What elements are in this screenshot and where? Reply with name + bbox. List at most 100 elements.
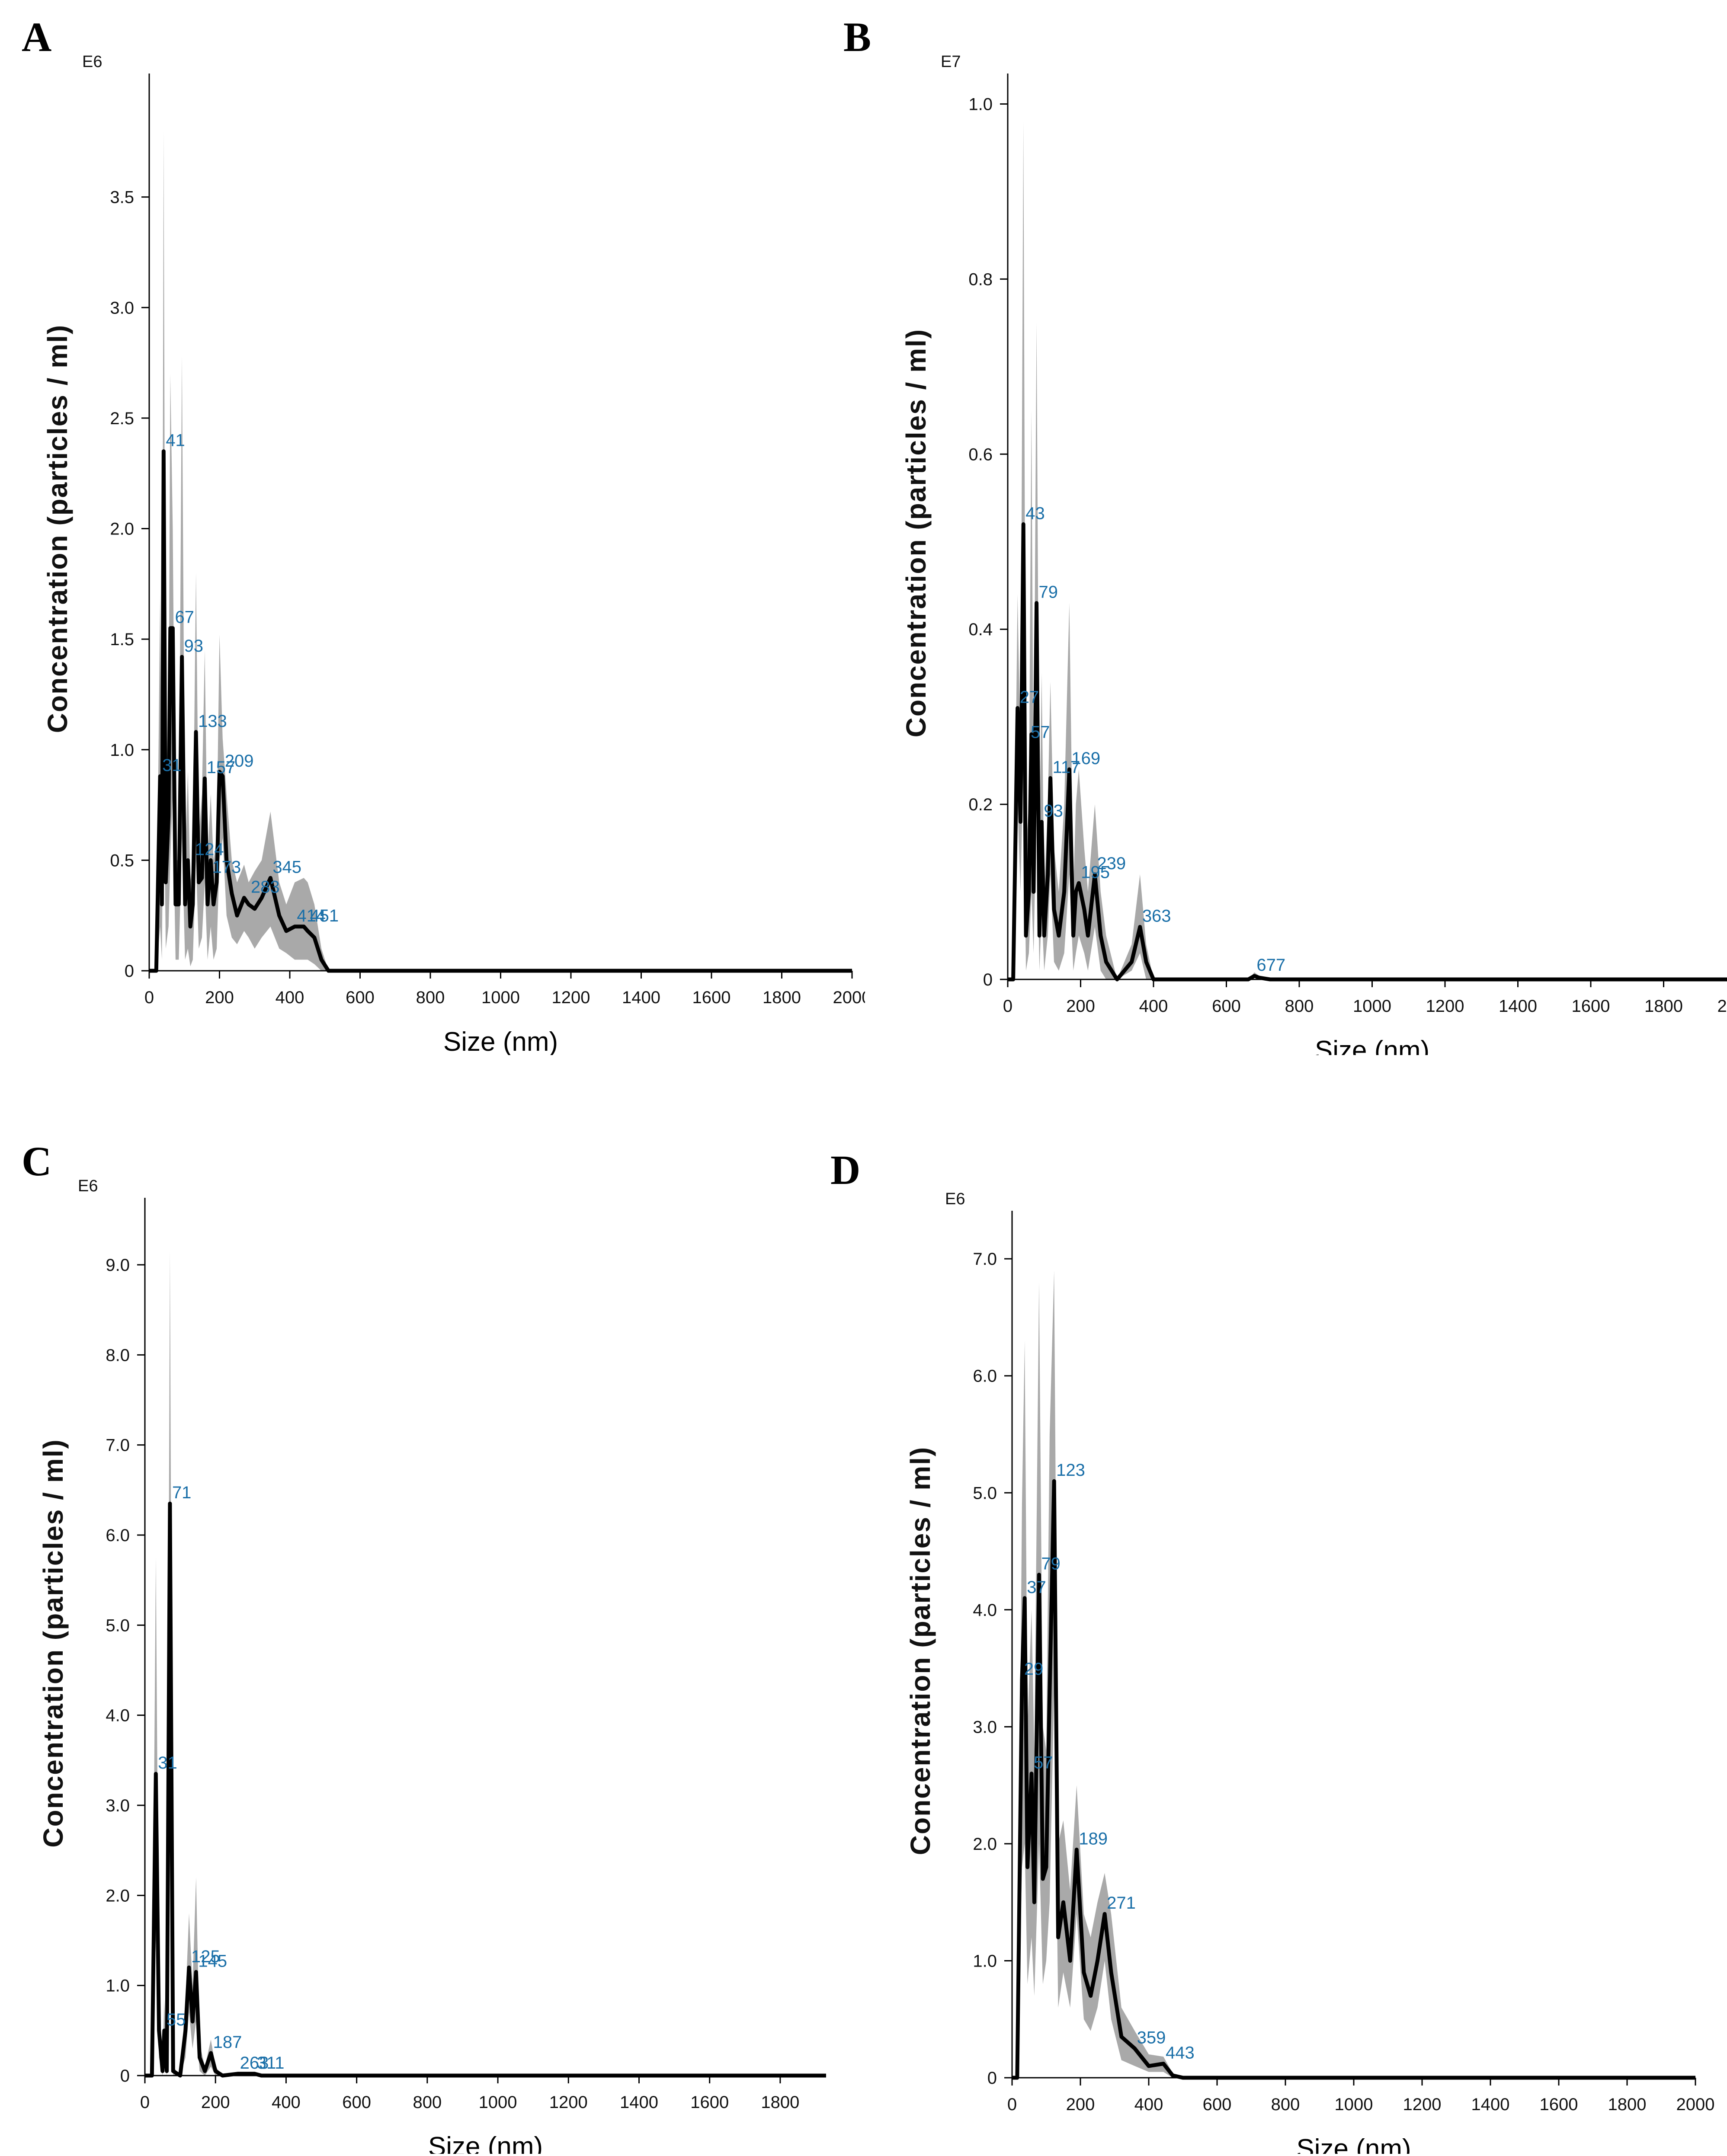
x-tick-label: 800	[413, 2093, 442, 2112]
peak-label: 451	[310, 906, 339, 925]
peak-label: 677	[1256, 956, 1285, 975]
panel-letter-a: A	[22, 14, 52, 60]
x-tick-label: 800	[416, 988, 445, 1007]
x-tick-label: 0	[140, 2093, 150, 2112]
y-axis-title: Concentration (particles / ml)	[38, 1439, 69, 1847]
x-tick-label: 1000	[1335, 2095, 1373, 2114]
y-tick-label: 0.6	[968, 445, 993, 464]
y-tick-label: 0	[120, 2066, 130, 2086]
x-tick-label: 1600	[1572, 997, 1610, 1016]
y-tick-label: 4.0	[973, 1601, 997, 1620]
x-tick-label: 0	[144, 988, 154, 1007]
x-axis-title: Size (nm)	[1315, 1036, 1429, 1055]
y-tick-label: 2.0	[973, 1835, 997, 1854]
x-axis-title: Size (nm)	[443, 1027, 558, 1055]
panel-letter-c: C	[22, 1138, 52, 1184]
peak-label: 169	[1071, 749, 1100, 768]
y-tick-label: 3.5	[110, 188, 134, 207]
mean-series-line	[1008, 522, 1727, 982]
peak-label: 31	[158, 1753, 177, 1772]
x-tick-label: 0	[1003, 997, 1012, 1016]
peak-label: 55	[167, 2010, 186, 2029]
x-tick-label: 1000	[481, 988, 520, 1007]
y-exponent-label: E7	[941, 53, 961, 71]
x-axis-title: Size (nm)	[428, 2132, 543, 2154]
peak-label: 133	[198, 712, 227, 731]
y-tick-label: 9.0	[106, 1256, 130, 1275]
peak-label: 363	[1142, 907, 1171, 926]
chart-panel-d: 0 200 400 600 800 1000 1200 1400 1600 1800 2000 0 1.…	[861, 1180, 1727, 2156]
mean-series-line	[1012, 1479, 1695, 2080]
y-tick-label: 0.4	[968, 620, 993, 639]
y-tick-label: 6.0	[106, 1526, 130, 1545]
x-tick-label: 1200	[1426, 997, 1464, 1016]
y-tick-label: 0.8	[968, 270, 993, 289]
x-tick-label: 400	[1139, 997, 1168, 1016]
y-tick-label: 5.0	[106, 1616, 130, 1635]
x-tick-label: 200	[1066, 2095, 1095, 2114]
panel-letter-d: D	[830, 1147, 861, 1193]
peak-label: 187	[213, 2033, 242, 2052]
peak-label: 157	[207, 758, 236, 777]
peak-label: 414	[297, 906, 326, 925]
x-tick-label: 1400	[620, 2093, 658, 2112]
x-tick-label: 1400	[1499, 997, 1537, 1016]
peak-label: 345	[272, 857, 301, 876]
y-tick-label: 1.0	[973, 1951, 997, 1970]
mean-series-line	[145, 1501, 826, 2078]
y-tick-label: 2.0	[106, 1886, 130, 1905]
y-axis-title: Concentration (particles / ml)	[905, 1446, 936, 1855]
y-tick-label: 6.0	[973, 1367, 997, 1386]
x-tick-label: 1600	[690, 2093, 729, 2112]
peak-label: 283	[251, 877, 280, 896]
y-tick-label: 0.2	[968, 795, 993, 814]
x-tick-label: 800	[1271, 2095, 1300, 2114]
x-tick-label: 1000	[1353, 997, 1391, 1016]
confidence-band	[1008, 122, 1727, 979]
peak-label: 239	[1097, 854, 1126, 873]
mean-series-line	[149, 449, 852, 973]
x-tick-label: 2000	[1676, 2095, 1715, 2114]
chart-panel-a: 0 200 400 600 800 1000 1200 1400 1600 1800 2000 0 0.…	[0, 43, 871, 1057]
y-tick-label: 0	[983, 970, 993, 989]
x-tick-label: 600	[1212, 997, 1241, 1016]
peak-label: 43	[1025, 504, 1045, 523]
y-tick-label: 0.5	[110, 851, 134, 870]
y-tick-label: 0	[987, 2069, 997, 2088]
y-tick-label: 1.0	[110, 741, 134, 760]
y-exponent-label: E6	[945, 1190, 965, 1208]
chart-svg: 0 200 400 600 800 1000 1200 1400 1600 1800 2000 0 0.…	[900, 53, 1727, 1065]
x-tick-label: 1200	[549, 2093, 588, 2112]
peak-label: 41	[166, 431, 185, 450]
y-tick-label: 2.0	[110, 520, 134, 539]
peak-label: 263	[240, 2054, 269, 2073]
x-tick-label: 600	[1203, 2095, 1232, 2114]
peak-label: 195	[1081, 863, 1110, 882]
peak-label: 57	[1031, 723, 1050, 742]
x-tick-label: 1800	[763, 988, 801, 1007]
chart-svg: 0 200 400 600 800 1000 1200 1400 1600 1800 2000 0 1.…	[905, 1190, 1715, 2156]
y-tick-label: 7.0	[973, 1250, 997, 1269]
peak-label: 209	[225, 752, 254, 771]
x-tick-label: 200	[201, 2093, 230, 2112]
peak-label: 57	[1034, 1753, 1053, 1772]
peak-label: 443	[1166, 2044, 1195, 2063]
confidence-band	[145, 1251, 826, 2076]
peak-label: 125	[191, 1947, 220, 1966]
x-tick-label: 2000	[833, 988, 865, 1007]
peak-label: 145	[198, 1951, 227, 1970]
y-tick-label: 2.5	[110, 409, 134, 428]
x-axis-title: Size (nm)	[1296, 2134, 1411, 2154]
y-tick-label: 7.0	[106, 1436, 130, 1455]
chart-panel-c: 0 200 400 600 800 1000 1200 1400 1600 1800 0 1.0 2.0…	[0, 1168, 865, 2156]
confidence-band	[1012, 1270, 1695, 2078]
y-tick-label: 1.0	[106, 1977, 130, 1996]
peak-label: 271	[1107, 1894, 1136, 1913]
peak-label: 124	[195, 840, 224, 859]
peak-label: 359	[1137, 2028, 1166, 2047]
x-tick-label: 200	[205, 988, 234, 1007]
peak-label: 37	[1027, 1578, 1046, 1597]
x-tick-label: 600	[342, 2093, 371, 2112]
x-tick-label: 600	[346, 988, 375, 1007]
y-exponent-label: E6	[78, 1177, 98, 1195]
